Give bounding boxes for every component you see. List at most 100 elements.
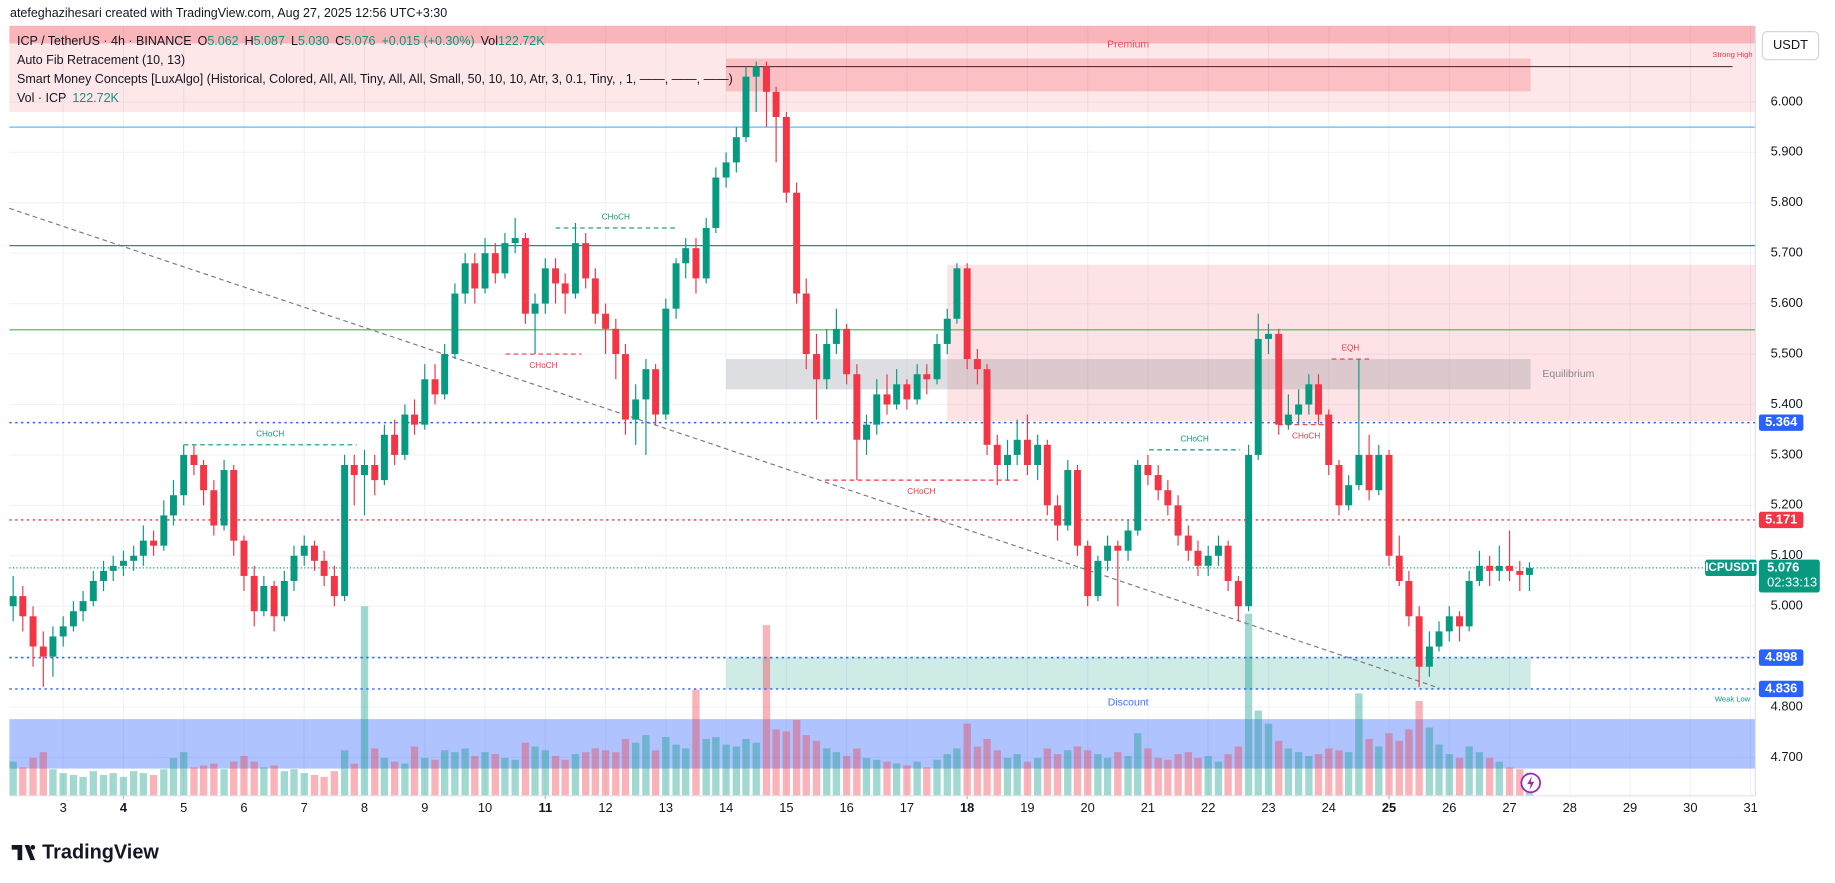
ohlc-item: C5.076 [335, 32, 375, 51]
volume-bar [149, 774, 158, 796]
last-price-label: 5.076 [1767, 559, 1799, 574]
ohlc-value: 5.087 [253, 34, 285, 48]
volume-bar [903, 765, 911, 796]
candle-body [582, 243, 590, 279]
candle-body [1425, 646, 1433, 667]
structure-label: EQH [1342, 344, 1360, 353]
candle-body [1174, 505, 1182, 536]
candle-body [1415, 616, 1423, 667]
candle-body [1164, 490, 1172, 506]
volume-bar [1154, 757, 1162, 796]
candle-body [813, 354, 820, 380]
ohlc-item: L5.030 [291, 32, 329, 51]
volume-bar [330, 771, 339, 796]
volume-bar [521, 742, 530, 796]
volume-bar [1234, 746, 1243, 796]
candle-body [160, 515, 168, 546]
volume-bar [612, 752, 620, 796]
candle-body [1073, 470, 1081, 546]
candle-body [752, 66, 760, 77]
volume-bar [1254, 710, 1262, 796]
volume-bar [380, 757, 389, 796]
volume-bar [1164, 759, 1172, 796]
volume-bar [350, 763, 358, 796]
volume-bar [190, 767, 198, 796]
structure-label: CHoCH [1181, 434, 1209, 443]
indicator[interactable]: Auto Fib Retracement (10, 13) [17, 53, 186, 67]
volume-bar [1516, 769, 1524, 796]
volume-bar [130, 771, 138, 796]
symbol[interactable]: ICP / TetherUS · 4h · BINANCE [17, 34, 192, 48]
volume-bar [89, 771, 97, 796]
candle-body [391, 434, 399, 455]
volume-bar [1284, 748, 1293, 796]
volume-bar [49, 769, 57, 796]
candle-body [1335, 464, 1343, 506]
zone-label: Equilibrium [1542, 368, 1594, 380]
price-badge-label: 5.171 [1765, 511, 1797, 526]
indicator[interactable]: Smart Money Concepts [LuxAlgo] (Historic… [17, 72, 733, 86]
volume-bar [511, 759, 519, 796]
volume-bar [1305, 755, 1313, 796]
x-tick-label: 11 [539, 800, 553, 815]
volume-key[interactable]: Vol · ICP [17, 91, 67, 105]
candle-body [1234, 580, 1242, 607]
candle-body [330, 575, 338, 597]
volume-bar [672, 744, 680, 796]
price-badge [1758, 649, 1804, 666]
candle-body [1034, 444, 1042, 465]
candle-body [642, 369, 650, 400]
candle-body [692, 248, 700, 279]
volume-bar [712, 737, 720, 796]
countdown: 02:33:13 [1767, 574, 1817, 589]
candle-body [89, 580, 97, 602]
volume-bar [19, 767, 27, 796]
candle-body [481, 253, 489, 289]
volume-bar [9, 761, 17, 796]
zone [726, 657, 1531, 690]
x-tick-label: 10 [478, 800, 492, 815]
volume-row: Vol · ICP 122.72K [17, 89, 733, 108]
volume-bar [1174, 754, 1182, 796]
volume-bar [270, 765, 278, 796]
candle-body [139, 540, 147, 556]
volume-bar [1435, 744, 1443, 796]
volume-bar [1073, 746, 1082, 796]
candle-body [772, 91, 780, 118]
volume-bar [651, 750, 660, 796]
candle-body [501, 243, 509, 274]
candle-body [993, 444, 1001, 465]
ohlc-value: 5.062 [207, 34, 239, 48]
currency-button[interactable] [1761, 31, 1820, 61]
symbol-row: ICP / TetherUS · 4h · BINANCE O5.062 H5.0… [17, 32, 733, 51]
candle-body [220, 470, 228, 526]
y-tick-label: 5.700 [1771, 245, 1803, 260]
x-tick-label: 14 [719, 800, 733, 815]
y-tick-label: 5.200 [1771, 497, 1803, 512]
zone [9, 719, 1756, 769]
candle-body [1516, 570, 1524, 575]
candle-body [722, 162, 730, 178]
volume-bar [1294, 752, 1303, 796]
volume-bar [1013, 754, 1021, 796]
volume-bar [1194, 757, 1202, 796]
candles [9, 61, 1533, 687]
volume-bar [199, 765, 208, 796]
candle-body [1275, 333, 1283, 425]
candle-body [883, 394, 891, 405]
volume [9, 606, 1534, 796]
candle-body [1284, 414, 1292, 425]
symbol-badge [1705, 559, 1757, 577]
x-tick-label: 7 [301, 800, 308, 815]
x-tick-label: 13 [659, 800, 673, 815]
candle-body [250, 575, 258, 612]
logo: TradingView [11, 841, 159, 863]
volume-bar [1485, 757, 1494, 796]
levels [9, 66, 1756, 690]
candle-body [521, 238, 529, 314]
price-badge-label: 5.364 [1765, 414, 1798, 429]
candle-body [1204, 555, 1212, 566]
volume-bar [169, 757, 178, 796]
x-tick-label: 4 [120, 800, 128, 815]
volume-bar [682, 748, 690, 796]
